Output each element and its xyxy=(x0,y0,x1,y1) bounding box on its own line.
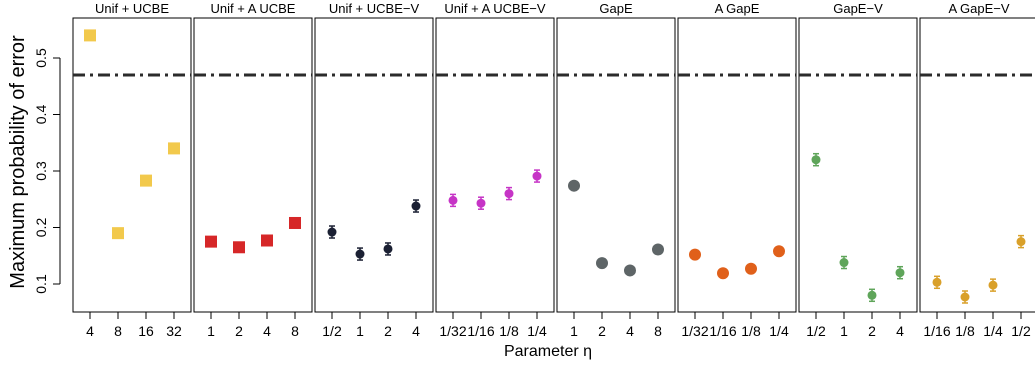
data-point xyxy=(448,195,458,205)
x-tick-label: 32 xyxy=(166,323,182,339)
data-point xyxy=(327,227,337,237)
x-tick-label: 4 xyxy=(412,323,420,339)
x-tick-label: 8 xyxy=(654,323,662,339)
panel-frame xyxy=(919,17,1035,313)
data-point xyxy=(476,198,486,208)
x-tick-label: 1/16 xyxy=(467,323,494,339)
data-point xyxy=(1016,237,1026,247)
data-point xyxy=(895,268,905,278)
data-point xyxy=(233,241,245,254)
x-tick-label: 8 xyxy=(114,323,122,339)
x-tick-label: 2 xyxy=(598,323,606,339)
data-point xyxy=(652,243,664,256)
panel-title: GapE xyxy=(599,1,633,16)
x-tick-label: 1/8 xyxy=(955,323,975,339)
data-point xyxy=(261,234,273,247)
panel-frame xyxy=(314,17,434,313)
x-axis-label: Parameter η xyxy=(504,343,592,360)
data-point xyxy=(960,292,970,302)
x-tick-label: 2 xyxy=(235,323,243,339)
x-tick-label: 1/4 xyxy=(769,323,789,339)
data-point xyxy=(289,216,301,229)
x-tick-label: 2 xyxy=(868,323,876,339)
panel: Unif + UCBE 4 8 16 32 xyxy=(72,1,192,339)
x-tick-label: 4 xyxy=(896,323,904,339)
panel: Unif + A UCBE 1 2 4 8 xyxy=(193,1,313,339)
y-axis-label: Maximum probability of error xyxy=(7,35,29,289)
data-point xyxy=(988,280,998,290)
panel-title: A GapE−V xyxy=(948,1,1009,16)
x-tick-label: 1/16 xyxy=(709,323,736,339)
x-tick-label: 1 xyxy=(840,323,848,339)
data-point xyxy=(596,257,608,270)
data-point xyxy=(867,290,877,300)
y-tick-label: 0.1 xyxy=(33,274,49,294)
x-tick-label: 1/2 xyxy=(806,323,826,339)
data-point xyxy=(532,171,542,181)
x-tick-label: 1/32 xyxy=(681,323,708,339)
y-tick-label: 0.5 xyxy=(33,48,49,68)
x-tick-label: 1/2 xyxy=(322,323,342,339)
x-tick-label: 1 xyxy=(356,323,364,339)
panel-title: Unif + UCBE−V xyxy=(329,1,420,16)
x-tick-label: 16 xyxy=(138,323,154,339)
x-tick-label: 1/8 xyxy=(741,323,761,339)
data-point xyxy=(168,142,180,155)
panel-frame xyxy=(435,17,555,313)
data-point xyxy=(745,262,757,275)
x-tick-label: 1/4 xyxy=(527,323,547,339)
panel: A GapE 1/32 1/16 1/8 1/4 xyxy=(677,1,797,339)
data-point xyxy=(689,248,701,261)
data-point xyxy=(411,201,421,211)
panel: GapE−V 1/2 1 2 4 xyxy=(798,1,918,339)
x-tick-label: 1/4 xyxy=(983,323,1003,339)
data-point xyxy=(383,244,393,254)
panel: Unif + A UCBE−V 1/32 1/16 1/8 1/4 xyxy=(435,1,555,339)
x-tick-label: 1/2 xyxy=(1011,323,1031,339)
panel-frame xyxy=(193,17,313,313)
panel-frame xyxy=(677,17,797,313)
x-tick-label: 1 xyxy=(570,323,578,339)
panel: Unif + UCBE−V 1/2 1 2 4 xyxy=(314,1,434,339)
data-point xyxy=(112,227,124,240)
x-tick-label: 4 xyxy=(626,323,634,339)
data-point xyxy=(773,245,785,258)
y-tick-label: 0.2 xyxy=(33,218,49,238)
panel-title: Unif + A UCBE xyxy=(211,1,296,16)
panel-frame xyxy=(556,17,676,313)
panel-frame xyxy=(72,17,192,313)
panel: A GapE−V 1/16 1/8 1/4 1/2 xyxy=(919,1,1035,339)
x-tick-label: 4 xyxy=(86,323,94,339)
y-axis: 0.1 0.2 0.3 0.4 0.5 xyxy=(33,48,61,294)
data-point xyxy=(84,29,96,42)
x-tick-label: 1/16 xyxy=(923,323,950,339)
y-tick-label: 0.4 xyxy=(33,105,49,125)
x-tick-label: 4 xyxy=(263,323,271,339)
x-tick-label: 1/32 xyxy=(439,323,466,339)
data-point xyxy=(717,267,729,280)
panel: GapE 1 2 4 8 xyxy=(556,1,676,339)
panel-title: GapE−V xyxy=(833,1,883,16)
panel-frame xyxy=(798,17,918,313)
data-point xyxy=(624,264,636,277)
data-point xyxy=(932,277,942,287)
panel-title: A GapE xyxy=(715,1,760,16)
data-point xyxy=(140,174,152,187)
x-tick-label: 2 xyxy=(384,323,392,339)
y-tick-label: 0.3 xyxy=(33,161,49,181)
data-point xyxy=(568,179,580,192)
x-tick-label: 8 xyxy=(291,323,299,339)
data-point xyxy=(205,235,217,248)
x-tick-label: 1 xyxy=(207,323,215,339)
data-point xyxy=(811,155,821,165)
panel-title: Unif + A UCBE−V xyxy=(444,1,545,16)
data-point xyxy=(839,258,849,268)
x-tick-label: 1/8 xyxy=(499,323,519,339)
panel-title: Unif + UCBE xyxy=(95,1,169,16)
data-point xyxy=(504,189,514,199)
data-point xyxy=(355,249,365,259)
